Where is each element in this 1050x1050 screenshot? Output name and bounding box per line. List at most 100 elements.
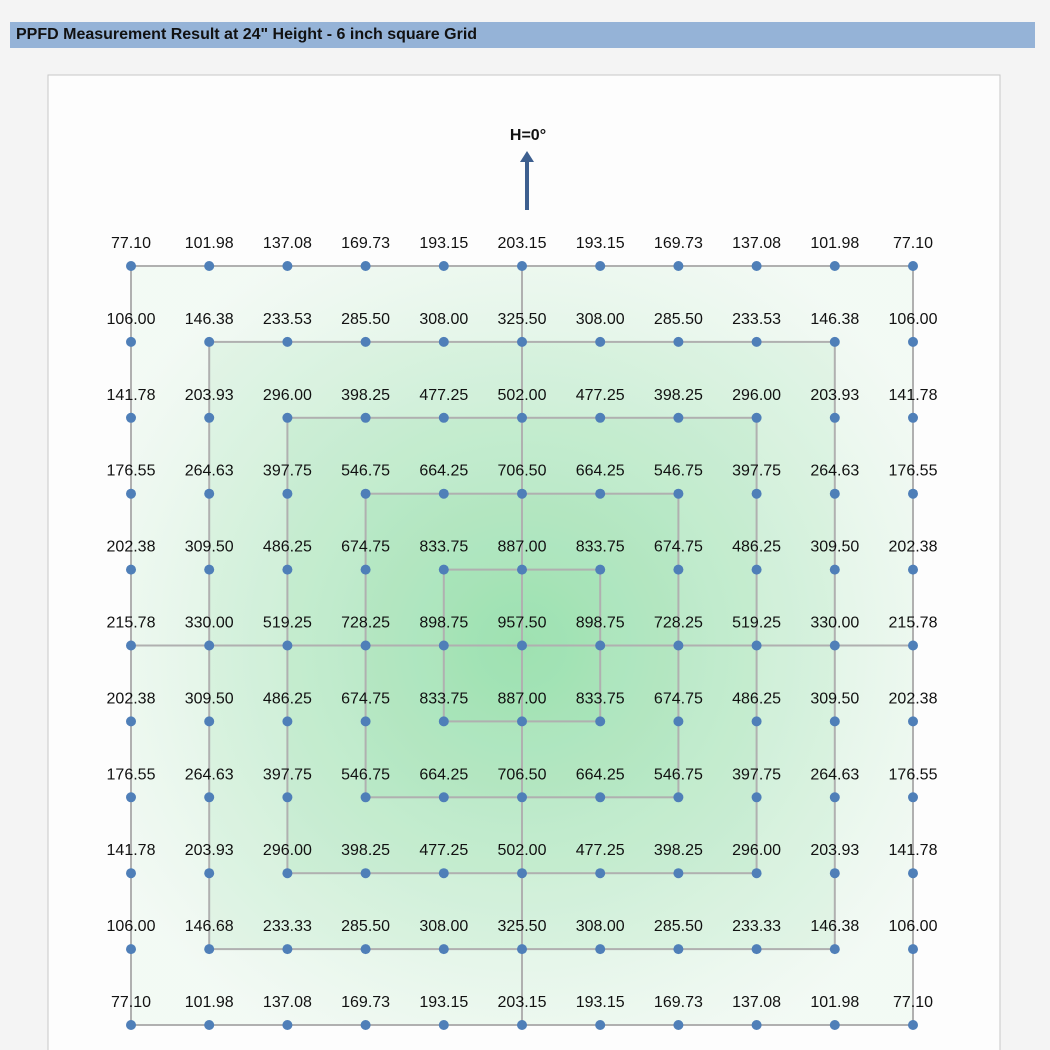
- direction-label: H=0°: [510, 127, 546, 144]
- point: [126, 944, 136, 955]
- point: [517, 868, 527, 879]
- point: [751, 716, 762, 727]
- point: [126, 1020, 136, 1030]
- value-label: 398.25: [341, 842, 390, 859]
- value-label: 477.25: [576, 387, 625, 404]
- point: [595, 640, 606, 651]
- point: [829, 261, 840, 271]
- value-label: 176.55: [889, 766, 938, 783]
- header-title: PPFD Measurement Result at 24" Height - …: [16, 26, 478, 43]
- value-label: 546.75: [341, 766, 390, 783]
- value-label: 728.25: [341, 615, 390, 632]
- point: [908, 792, 918, 803]
- point: [204, 640, 215, 651]
- value-label: 264.63: [185, 766, 234, 783]
- value-label: 296.00: [263, 842, 312, 859]
- value-label: 309.50: [185, 539, 234, 556]
- value-label: 203.15: [498, 994, 547, 1011]
- point: [126, 716, 136, 727]
- value-label: 77.10: [893, 994, 933, 1011]
- point: [204, 488, 215, 499]
- point: [673, 868, 684, 879]
- point: [908, 488, 918, 499]
- point: [673, 1020, 684, 1030]
- point: [517, 792, 527, 803]
- value-label: 664.25: [419, 463, 468, 480]
- point: [908, 944, 918, 955]
- point: [360, 564, 371, 575]
- value-label: 397.75: [732, 463, 781, 480]
- arrow-head: [520, 151, 534, 162]
- point: [517, 564, 527, 575]
- value-label: 176.55: [107, 766, 156, 783]
- value-label: 193.15: [419, 235, 468, 252]
- point: [751, 1020, 762, 1030]
- value-label: 674.75: [341, 690, 390, 707]
- value-label: 264.63: [810, 766, 859, 783]
- value-label: 203.93: [185, 387, 234, 404]
- point: [438, 944, 449, 955]
- point: [517, 716, 527, 727]
- point: [438, 1020, 449, 1030]
- value-label: 397.75: [263, 766, 312, 783]
- value-label: 137.08: [732, 994, 781, 1011]
- point: [204, 336, 215, 347]
- point: [517, 261, 527, 271]
- value-label: 308.00: [419, 311, 468, 328]
- point: [360, 716, 371, 727]
- value-label: 674.75: [654, 690, 703, 707]
- value-label: 887.00: [498, 690, 547, 707]
- value-label: 898.75: [576, 615, 625, 632]
- value-label: 546.75: [654, 766, 703, 783]
- value-label: 285.50: [654, 918, 703, 935]
- value-label: 106.00: [889, 918, 938, 935]
- value-label: 101.98: [185, 235, 234, 252]
- value-label: 193.15: [419, 994, 468, 1011]
- value-label: 308.00: [576, 918, 625, 935]
- value-label: 176.55: [107, 463, 156, 480]
- value-label: 308.00: [576, 311, 625, 328]
- point: [595, 336, 606, 347]
- point: [673, 716, 684, 727]
- point: [829, 336, 840, 347]
- value-label: 202.38: [889, 539, 938, 556]
- point: [517, 336, 527, 347]
- point: [282, 412, 293, 423]
- point: [751, 336, 762, 347]
- point: [673, 488, 684, 499]
- value-label: 898.75: [419, 615, 468, 632]
- value-label: 141.78: [889, 842, 938, 859]
- point: [282, 1020, 293, 1030]
- point: [751, 640, 762, 651]
- point: [517, 488, 527, 499]
- value-label: 546.75: [654, 463, 703, 480]
- point: [751, 488, 762, 499]
- point: [438, 336, 449, 347]
- value-label: 664.25: [419, 766, 468, 783]
- value-label: 477.25: [576, 842, 625, 859]
- value-label: 203.93: [185, 842, 234, 859]
- point: [829, 488, 840, 499]
- point: [829, 716, 840, 727]
- point: [360, 1020, 371, 1030]
- value-label: 477.25: [419, 387, 468, 404]
- value-label: 728.25: [654, 615, 703, 632]
- value-label: 215.78: [107, 615, 156, 632]
- point: [595, 412, 606, 423]
- value-label: 141.78: [889, 387, 938, 404]
- point: [282, 640, 293, 651]
- value-label: 957.50: [498, 615, 547, 632]
- value-label: 309.50: [810, 539, 859, 556]
- points: 77.10 101.98 137.08 169.73 193.15 203.15 193.1…: [107, 235, 938, 1030]
- value-label: 77.10: [893, 235, 933, 252]
- point: [908, 868, 918, 879]
- value-label: 193.15: [576, 994, 625, 1011]
- value-label: 202.38: [107, 539, 156, 556]
- point: [204, 261, 215, 271]
- point: [829, 792, 840, 803]
- value-label: 106.00: [889, 311, 938, 328]
- value-label: 202.38: [889, 690, 938, 707]
- value-label: 146.68: [185, 918, 234, 935]
- point: [126, 640, 136, 651]
- value-label: 486.25: [732, 539, 781, 556]
